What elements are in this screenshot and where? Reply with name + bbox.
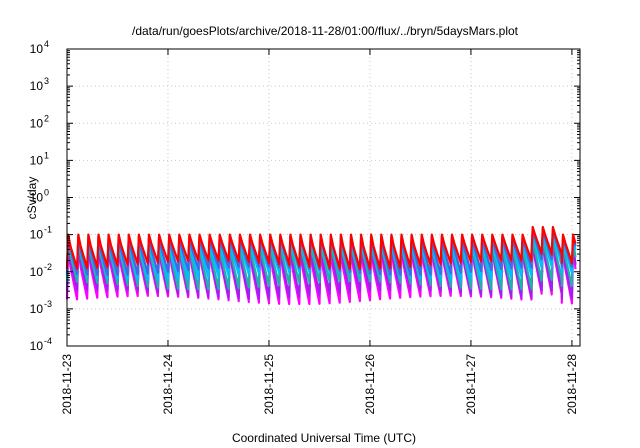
y-axis-label: cSv/day: [25, 177, 39, 220]
y-tick-label: 10: [30, 302, 44, 316]
y-tick-exponent: 0: [44, 188, 49, 198]
y-tick-label: 10: [30, 265, 44, 279]
y-tick-exponent: -3: [44, 299, 52, 309]
data-series-group: [65, 225, 577, 306]
x-tick-label: 2018-11-25: [262, 354, 276, 415]
x-tick-label: 2018-11-28: [565, 354, 579, 415]
chart-title: /data/run/goesPlots/archive/2018-11-28/0…: [132, 24, 519, 38]
x-tick-label: 2018-11-24: [161, 354, 175, 415]
y-tick-exponent: -2: [44, 262, 52, 272]
y-tick-exponent: 4: [44, 39, 49, 49]
y-tick-label: 10: [30, 191, 44, 205]
series-line: [65, 225, 577, 270]
y-tick-exponent: -1: [44, 225, 52, 235]
x-tick-label: 2018-11-27: [464, 354, 478, 415]
x-tick-label: 2018-11-26: [363, 354, 377, 415]
y-tick-exponent: 3: [44, 76, 49, 86]
y-tick-label: 10: [30, 79, 44, 93]
y-tick-label: 10: [30, 153, 44, 167]
grid: [67, 49, 580, 346]
x-tick-label: 2018-11-23: [60, 354, 74, 415]
x-axis-label: Coordinated Universal Time (UTC): [232, 431, 416, 445]
y-tick-label: 10: [30, 228, 44, 242]
y-tick-label: 10: [30, 339, 44, 353]
y-tick-label: 10: [30, 116, 44, 130]
y-tick-exponent: 1: [44, 150, 49, 160]
y-tick-exponent: -4: [44, 336, 52, 346]
y-tick-label: 10: [30, 42, 44, 56]
y-tick-exponent: 2: [44, 113, 49, 123]
